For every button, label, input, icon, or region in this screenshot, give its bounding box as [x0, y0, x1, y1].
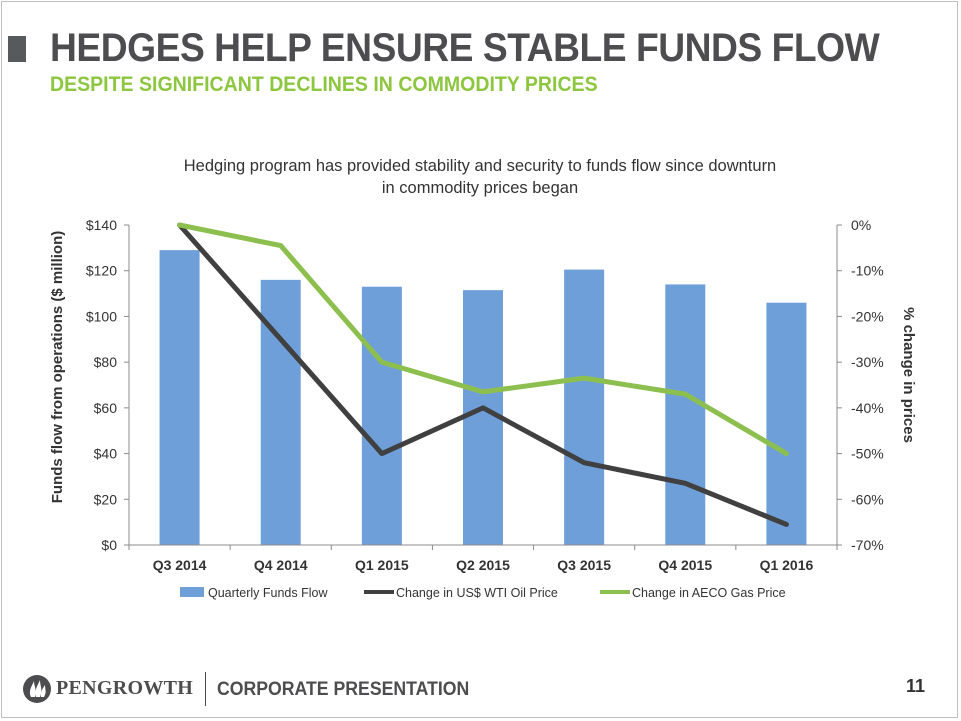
chart-title-line-2: in commodity prices began: [381, 179, 579, 197]
y-tick-label-right-6: -10%: [851, 263, 884, 279]
y-tick-label-left-4: $80: [94, 354, 118, 370]
y-tick-label-left-0: $0: [101, 537, 117, 553]
company-logo-text: PENGROWTH: [56, 677, 194, 699]
slide-subtitle: DESPITE SIGNIFICANT DECLINES IN COMMODIT…: [50, 73, 598, 96]
bar-0: [159, 250, 200, 545]
y-tick-label-left-6: $120: [86, 263, 117, 279]
y-tick-label-right-5: -20%: [851, 308, 884, 324]
x-tick-label-1: Q4 2014: [254, 557, 308, 573]
chart-title: Hedging program has provided stability a…: [140, 155, 820, 199]
y-tick-label-left-5: $100: [86, 308, 117, 324]
footer-divider: [205, 672, 206, 706]
bar-4: [564, 269, 605, 545]
y-tick-label-left-1: $20: [94, 491, 118, 507]
title-accent-bar: [8, 36, 26, 62]
y-axis-title-right: % change in prices: [900, 307, 917, 443]
y-tick-label-right-4: -30%: [851, 354, 884, 370]
y-axis-title-left: Funds flow from operations ($ million): [49, 231, 66, 504]
pengrowth-flame-logo-icon: [22, 674, 52, 709]
legend-swatch-0: [180, 587, 204, 597]
x-tick-label-4: Q3 2015: [557, 557, 611, 573]
x-tick-label-6: Q1 2016: [760, 557, 814, 573]
x-tick-label-2: Q1 2015: [355, 557, 409, 573]
y-tick-label-left-3: $60: [94, 400, 118, 416]
y-tick-label-left-7: $140: [86, 217, 117, 233]
page-number: 11: [906, 676, 926, 696]
x-tick-label-3: Q2 2015: [456, 557, 510, 573]
y-tick-label-right-0: -70%: [851, 537, 884, 553]
legend-label-2: Change in AECO Gas Price: [632, 586, 786, 600]
y-tick-label-right-2: -50%: [851, 446, 884, 462]
legend-label-1: Change in US$ WTI Oil Price: [396, 586, 558, 600]
x-tick-label-0: Q3 2014: [153, 557, 207, 573]
chart-title-line-1: Hedging program has provided stability a…: [183, 157, 777, 175]
y-tick-label-right-7: 0%: [851, 217, 871, 233]
legend-label-0: Quarterly Funds Flow: [208, 586, 328, 600]
x-tick-label-5: Q4 2015: [658, 557, 712, 573]
y-tick-label-right-1: -60%: [851, 491, 884, 507]
bar-5: [665, 284, 706, 545]
bar-2: [361, 286, 402, 545]
bar-6: [766, 302, 807, 545]
footer-label: CORPORATE PRESENTATION: [217, 679, 470, 700]
bar-1: [260, 279, 301, 545]
y-tick-label-left-2: $40: [94, 446, 118, 462]
slide-title: HEDGES HELP ENSURE STABLE FUNDS FLOW: [50, 26, 880, 70]
y-tick-label-right-3: -40%: [851, 400, 884, 416]
